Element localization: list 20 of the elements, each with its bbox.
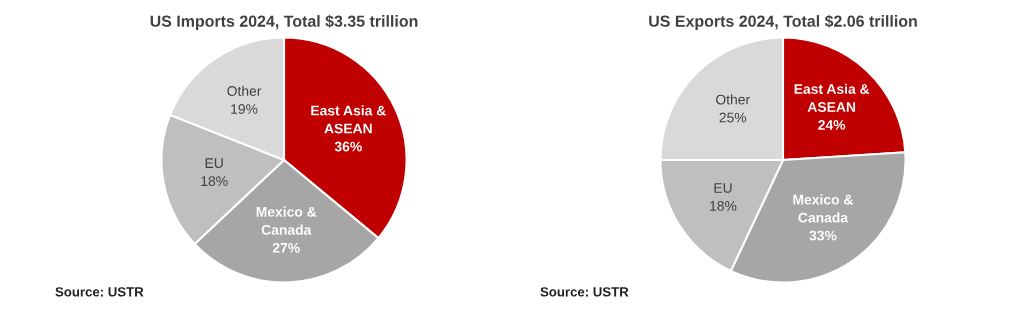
slice-label: East Asia & ASEAN bbox=[311, 105, 386, 134]
data-label: 27% bbox=[272, 242, 300, 253]
source-note: Source: USTR bbox=[55, 287, 144, 297]
data-label: 24% bbox=[818, 120, 846, 130]
slice-label: EU bbox=[714, 183, 732, 193]
chart-title: US Imports 2024, Total $3.35 trillion bbox=[150, 14, 418, 30]
data-label: 25% bbox=[719, 112, 747, 123]
slice-label: EU bbox=[205, 158, 223, 169]
slice-label: East Asia & ASEAN bbox=[794, 83, 870, 112]
data-label: 19% bbox=[231, 104, 258, 114]
slice-label: Mexico & Canada bbox=[256, 206, 317, 235]
data-label: 18% bbox=[710, 200, 737, 211]
chart-title: US Exports 2024, Total $2.06 trillion bbox=[649, 14, 917, 30]
slice-label: Mexico & Canada bbox=[793, 194, 854, 223]
source-note: Source: USTR bbox=[540, 287, 629, 297]
data-label: 33% bbox=[809, 230, 837, 241]
data-label: 18% bbox=[201, 176, 228, 187]
slice-label: Other bbox=[227, 85, 262, 96]
data-label: 36% bbox=[334, 141, 362, 152]
slice-label: Other bbox=[716, 94, 750, 105]
